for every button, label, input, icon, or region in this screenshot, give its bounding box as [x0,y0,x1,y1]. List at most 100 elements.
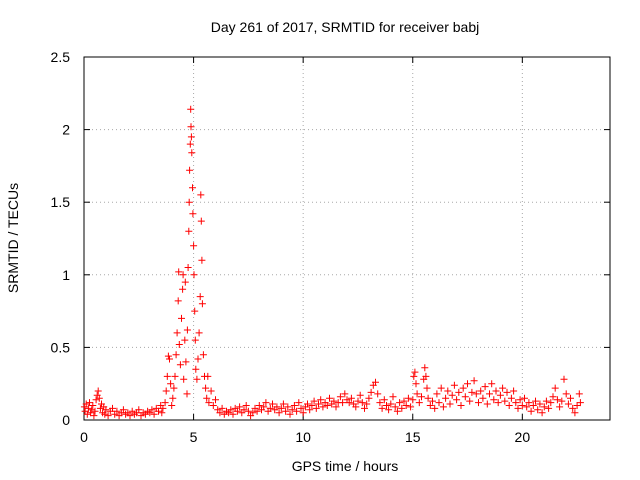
data-point [277,404,285,412]
data-point [286,410,294,418]
data-point [190,242,198,250]
data-point [205,399,213,407]
data-point [501,397,509,405]
data-point [209,402,217,409]
data-point [450,381,458,389]
data-point [82,400,90,408]
data-point [249,409,257,417]
data-point [492,387,500,395]
data-point [323,402,331,409]
data-point [279,400,287,408]
data-point [521,394,528,402]
x-tick-label: 20 [515,429,531,445]
data-point [402,402,410,409]
data-point [192,365,200,373]
data-point [547,399,555,407]
data-point [119,406,127,414]
data-point [187,123,195,131]
data-point [189,184,196,192]
data-point [545,404,553,412]
y-tick-label: 2 [62,122,70,138]
data-point [516,396,524,404]
data-point [453,396,461,404]
data-point [282,407,290,415]
data-point [415,399,423,407]
data-point [233,407,241,415]
data-point [236,403,244,411]
data-point [288,406,296,414]
data-point [94,387,102,395]
data-point [523,403,531,411]
data-point [488,380,496,388]
data-point [197,217,205,225]
data-point [496,391,504,399]
data-point [80,403,88,411]
data-point [529,402,537,409]
data-point [387,400,395,408]
data-point [218,404,226,412]
data-point [295,399,303,407]
data-point [421,364,429,372]
data-point [407,403,415,411]
data-point [135,406,143,414]
data-point [203,394,211,402]
data-point [175,268,183,276]
data-point [481,383,489,391]
data-point [398,404,406,412]
data-point [91,407,99,415]
data-point [385,406,393,414]
data-point [455,388,463,396]
data-point [240,406,248,414]
data-point [308,402,316,409]
data-point [184,264,192,271]
data-point [404,394,412,402]
data-point [423,384,431,392]
data-point [319,403,327,411]
data-point [466,397,474,405]
data-point [158,409,166,417]
data-point [560,375,568,383]
data-point [505,402,513,409]
data-point [534,406,542,414]
data-point [461,393,469,401]
data-point [198,256,206,264]
data-point [553,396,561,404]
data-point [551,384,559,392]
data-point [378,404,386,412]
data-point [422,372,430,380]
data-point [409,396,417,404]
data-point [166,355,173,363]
data-point [88,406,96,414]
data-point [150,410,158,418]
data-point [269,400,276,408]
data-point [187,105,195,113]
data-point [290,402,298,409]
data-point [227,406,235,414]
data-point [536,400,544,408]
data-point [255,402,263,409]
data-point [512,399,520,407]
data-point [191,307,199,315]
data-point [89,402,97,409]
data-point [168,402,176,409]
data-point [477,387,485,395]
data-point [503,388,511,396]
data-point [229,410,237,418]
data-point [186,140,194,148]
data-point [194,355,202,363]
data-point [188,149,196,157]
data-point [439,403,447,411]
data-point [266,404,274,412]
data-point [101,410,109,418]
data-point [468,388,476,396]
data-point [352,403,360,411]
data-point [490,396,498,404]
data-point [532,397,539,405]
data-point [336,393,344,401]
data-point [418,393,425,401]
data-point [164,352,172,360]
data-point [573,402,581,409]
data-point [345,399,353,407]
data-point [244,407,252,415]
